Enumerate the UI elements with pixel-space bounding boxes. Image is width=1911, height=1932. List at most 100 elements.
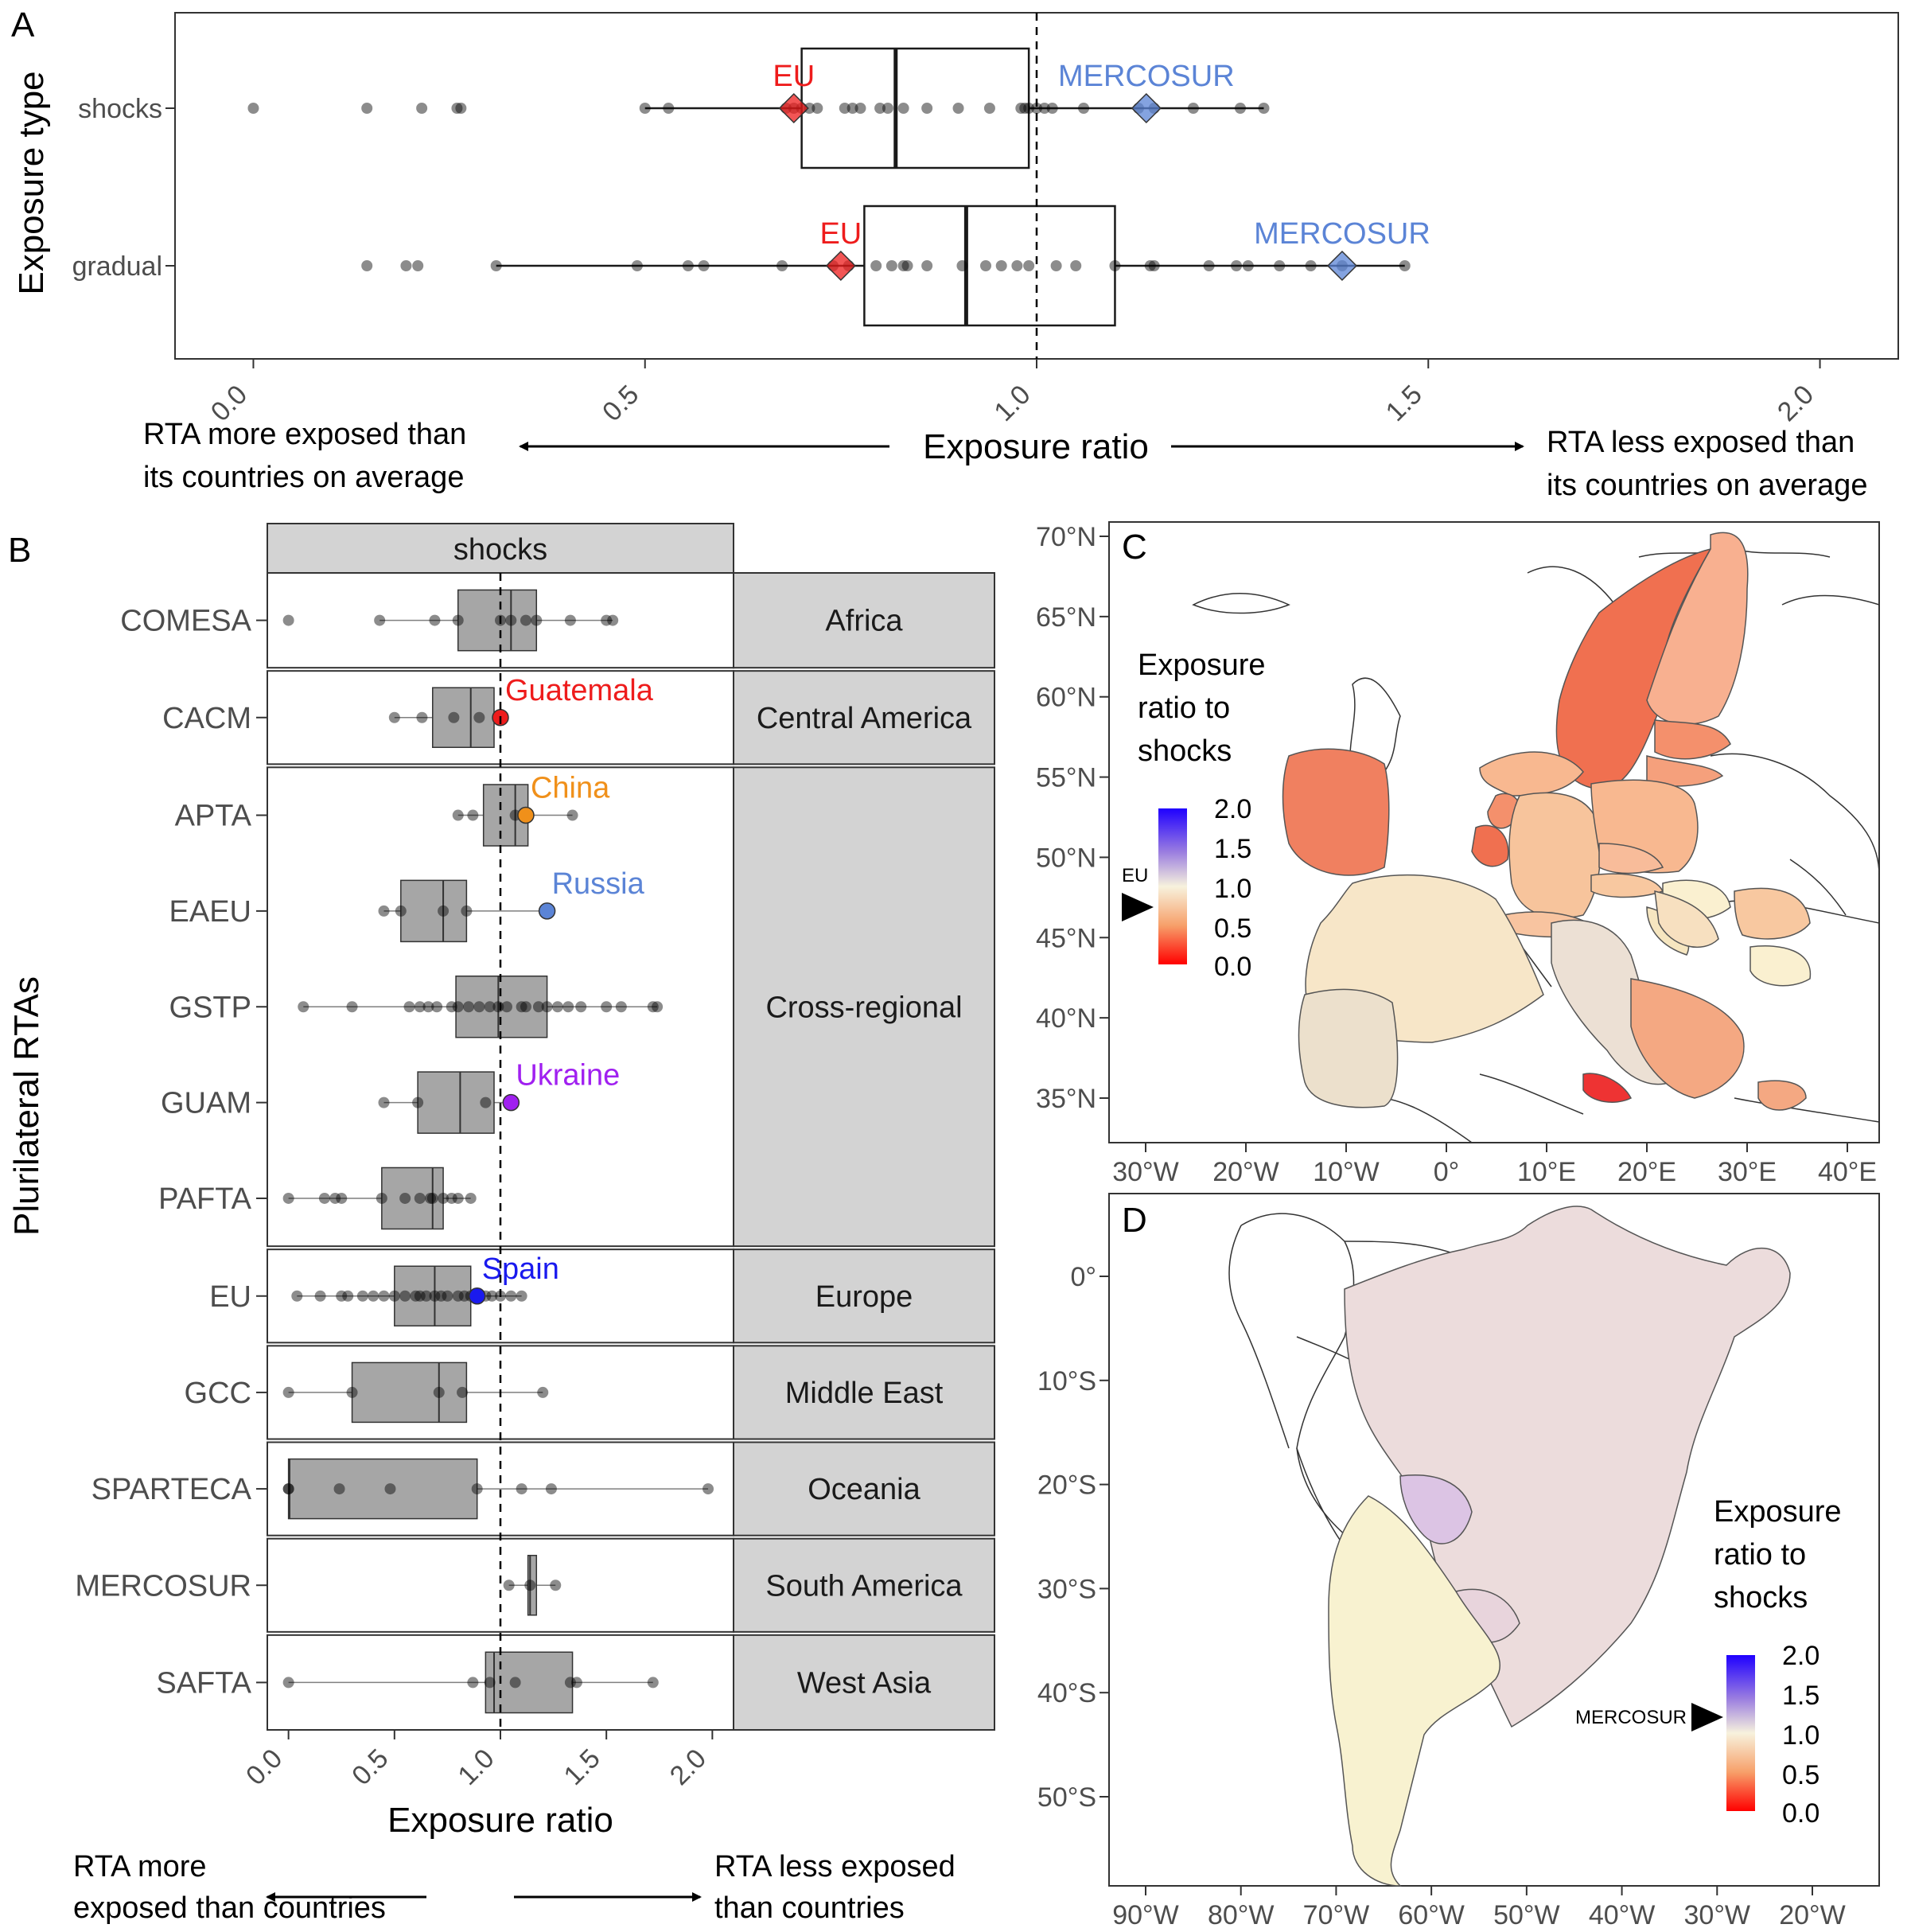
panel-a-point-gradual: [1242, 260, 1254, 271]
panel-b-region-strip-africa: [733, 572, 995, 669]
panel-b-point-sparteca: [282, 1483, 294, 1495]
panel-d-lat-tick-label: 0°: [1070, 1262, 1096, 1292]
panel-c-letter: C: [1122, 528, 1147, 567]
panel-b-point-gstp: [500, 1001, 512, 1013]
panel-b-region-label-europe: Europe: [815, 1280, 913, 1314]
panel-d-legend-tick-4: 0.0: [1782, 1798, 1820, 1829]
panel-a-point-gradual: [1070, 260, 1082, 271]
panel-b-rta-label-safta: SAFTA: [156, 1666, 251, 1700]
panel-b-point-eu: [342, 1290, 354, 1302]
panel-b-point-cacm: [473, 711, 485, 723]
panel-b-point-pafta: [376, 1192, 387, 1204]
panel-d-lon-tick-label: 70°W: [1303, 1900, 1370, 1930]
panel-a-point-shocks: [1258, 103, 1270, 114]
panel-a-point-gradual: [1274, 260, 1286, 271]
panel-c-lon-tick-label: 40°E: [1818, 1157, 1877, 1187]
panel-d-legend: Exposure ratio to shocks 2.0 1.5 1.0 0.5…: [1575, 1495, 1842, 1829]
panel-c-colorbar: [1158, 808, 1187, 964]
panel-a-point-shocks: [1031, 103, 1042, 114]
panel-c-legend-tick-0: 2.0: [1214, 794, 1251, 824]
panel-a-point-gradual: [1305, 260, 1317, 271]
panel-a-point-gradual: [870, 260, 882, 271]
panel-b-point-apta: [467, 809, 479, 821]
panel-b-point-safta: [484, 1677, 496, 1689]
panel-c-lat-tick-label: 40°N: [1036, 1003, 1096, 1034]
panel-b-point-gstp: [652, 1001, 664, 1013]
panel-b-point-comesa: [452, 614, 464, 626]
panel-a-point-gradual: [412, 260, 424, 271]
panel-a-point-shocks: [455, 103, 467, 114]
panel-b-point-eu: [486, 1290, 498, 1302]
panel-c-legend-tick-4: 0.0: [1214, 952, 1251, 982]
panel-b-point-eaeu: [395, 905, 407, 917]
panel-a-point-gradual: [956, 260, 968, 271]
panel-b-region-strip-south-america: [733, 1537, 995, 1633]
panel-a-point-shocks: [839, 103, 850, 114]
panel-b-point-eu: [368, 1290, 379, 1302]
panel-b-point-apta: [452, 809, 464, 821]
panel-c-lat-tick-label: 35°N: [1036, 1084, 1096, 1114]
panel-b-marks: Africa COMESA Central America CACM Guatemala…: [75, 572, 995, 1731]
panel-b-point-gstp: [463, 1001, 475, 1013]
panel-b-xlabel: Exposure ratio: [387, 1801, 613, 1840]
panel-b-point-eu: [410, 1290, 422, 1302]
panel-a-left-note-1: RTA more exposed than: [143, 418, 466, 451]
panel-a-point-shocks: [247, 103, 259, 114]
panel-a-xtick-label: 1.0: [988, 380, 1036, 427]
panel-b-highlight-label-ukraine: Ukraine: [516, 1059, 620, 1093]
panel-b-region-strip-europe: [733, 1248, 995, 1344]
panel-a-highlight-label-eu: EU: [819, 217, 862, 251]
panel-b-point-guam: [412, 1096, 424, 1108]
panel-b-region-strip-middle-east: [733, 1345, 995, 1440]
panel-d-lat-axis: 0° 10°S 20°S 30°S 40°S 50°S: [1037, 1262, 1109, 1813]
panel-b-point-guam: [378, 1096, 390, 1108]
panel-a-xlabel: Exposure ratio: [923, 427, 1149, 466]
panel-b-left-note-1: RTA more: [73, 1850, 207, 1883]
panel-a-highlight-eu-gradual: [825, 250, 856, 282]
panel-b-point-sparteca: [516, 1483, 527, 1495]
panel-a-highlight-label-mercosur: MERCOSUR: [1058, 60, 1235, 93]
panel-a-point-shocks: [1046, 103, 1058, 114]
panel-b-box-gcc: [351, 1361, 468, 1424]
panel-b-point-pafta: [282, 1192, 294, 1204]
panel-b-point-comesa: [374, 614, 386, 626]
panel-b-region-label-south-america: South America: [765, 1569, 963, 1603]
panel-b-point-gcc: [457, 1386, 469, 1398]
panel-c-lat-tick-label: 50°N: [1036, 843, 1096, 873]
panel-a-highlight-mercosur-gradual: [1326, 250, 1358, 282]
panel-b-region-strip-west-asia: [733, 1634, 995, 1731]
panel-b-region-label-africa: Africa: [825, 605, 903, 638]
panel-b-point-eu: [452, 1290, 464, 1302]
panel-b-point-eu: [516, 1290, 527, 1302]
panel-b-point-gstp: [473, 1001, 485, 1013]
panel-a-point-shocks: [663, 103, 675, 114]
panel-b-xtick-label: 1.5: [559, 1743, 606, 1791]
panel-b-point-gstp: [551, 1001, 563, 1013]
panel-c-lat-tick-label: 70°N: [1036, 522, 1096, 552]
panel-b-region-strip-oceania: [733, 1441, 995, 1537]
panel-c-legend-tick-3: 0.5: [1214, 913, 1251, 944]
panel-b-right-note-1: RTA less exposed: [714, 1850, 956, 1883]
panel-b-point-comesa: [282, 614, 294, 626]
panel-b-point-mercosur: [524, 1579, 536, 1591]
panel-b-point-comesa: [531, 614, 543, 626]
panel-a-point-gradual: [885, 260, 897, 271]
panel-a-point-shocks: [639, 103, 651, 114]
panel-b-xtick-label: 0.0: [240, 1743, 288, 1791]
panel-b-point-sparteca: [703, 1483, 714, 1495]
panel-b-region-label-cross-regional: Cross-regional: [765, 991, 962, 1024]
panel-b-point-eu: [429, 1290, 441, 1302]
panel-a-point-gradual: [901, 260, 913, 271]
panel-b-highlight-label-china: China: [531, 772, 610, 805]
panel-b-point-eu: [291, 1290, 303, 1302]
panel-b-point-gstp: [575, 1001, 587, 1013]
mercosur-countries: [1328, 1206, 1791, 1887]
panel-a-point-gradual: [698, 260, 710, 271]
panel-b-region-label-west-asia: West Asia: [797, 1666, 932, 1700]
panel-b-region-strip-cross-regional: [733, 766, 995, 1248]
panel-b-rta-label-mercosur: MERCOSUR: [75, 1569, 251, 1603]
panel-b-box-guam: [417, 1071, 495, 1134]
panel-c-lat-tick-label: 55°N: [1036, 763, 1096, 793]
panel-b-point-eu: [442, 1290, 453, 1302]
panel-b: B shocks Plurilateral RTAs Africa COMESA C…: [7, 523, 995, 1925]
